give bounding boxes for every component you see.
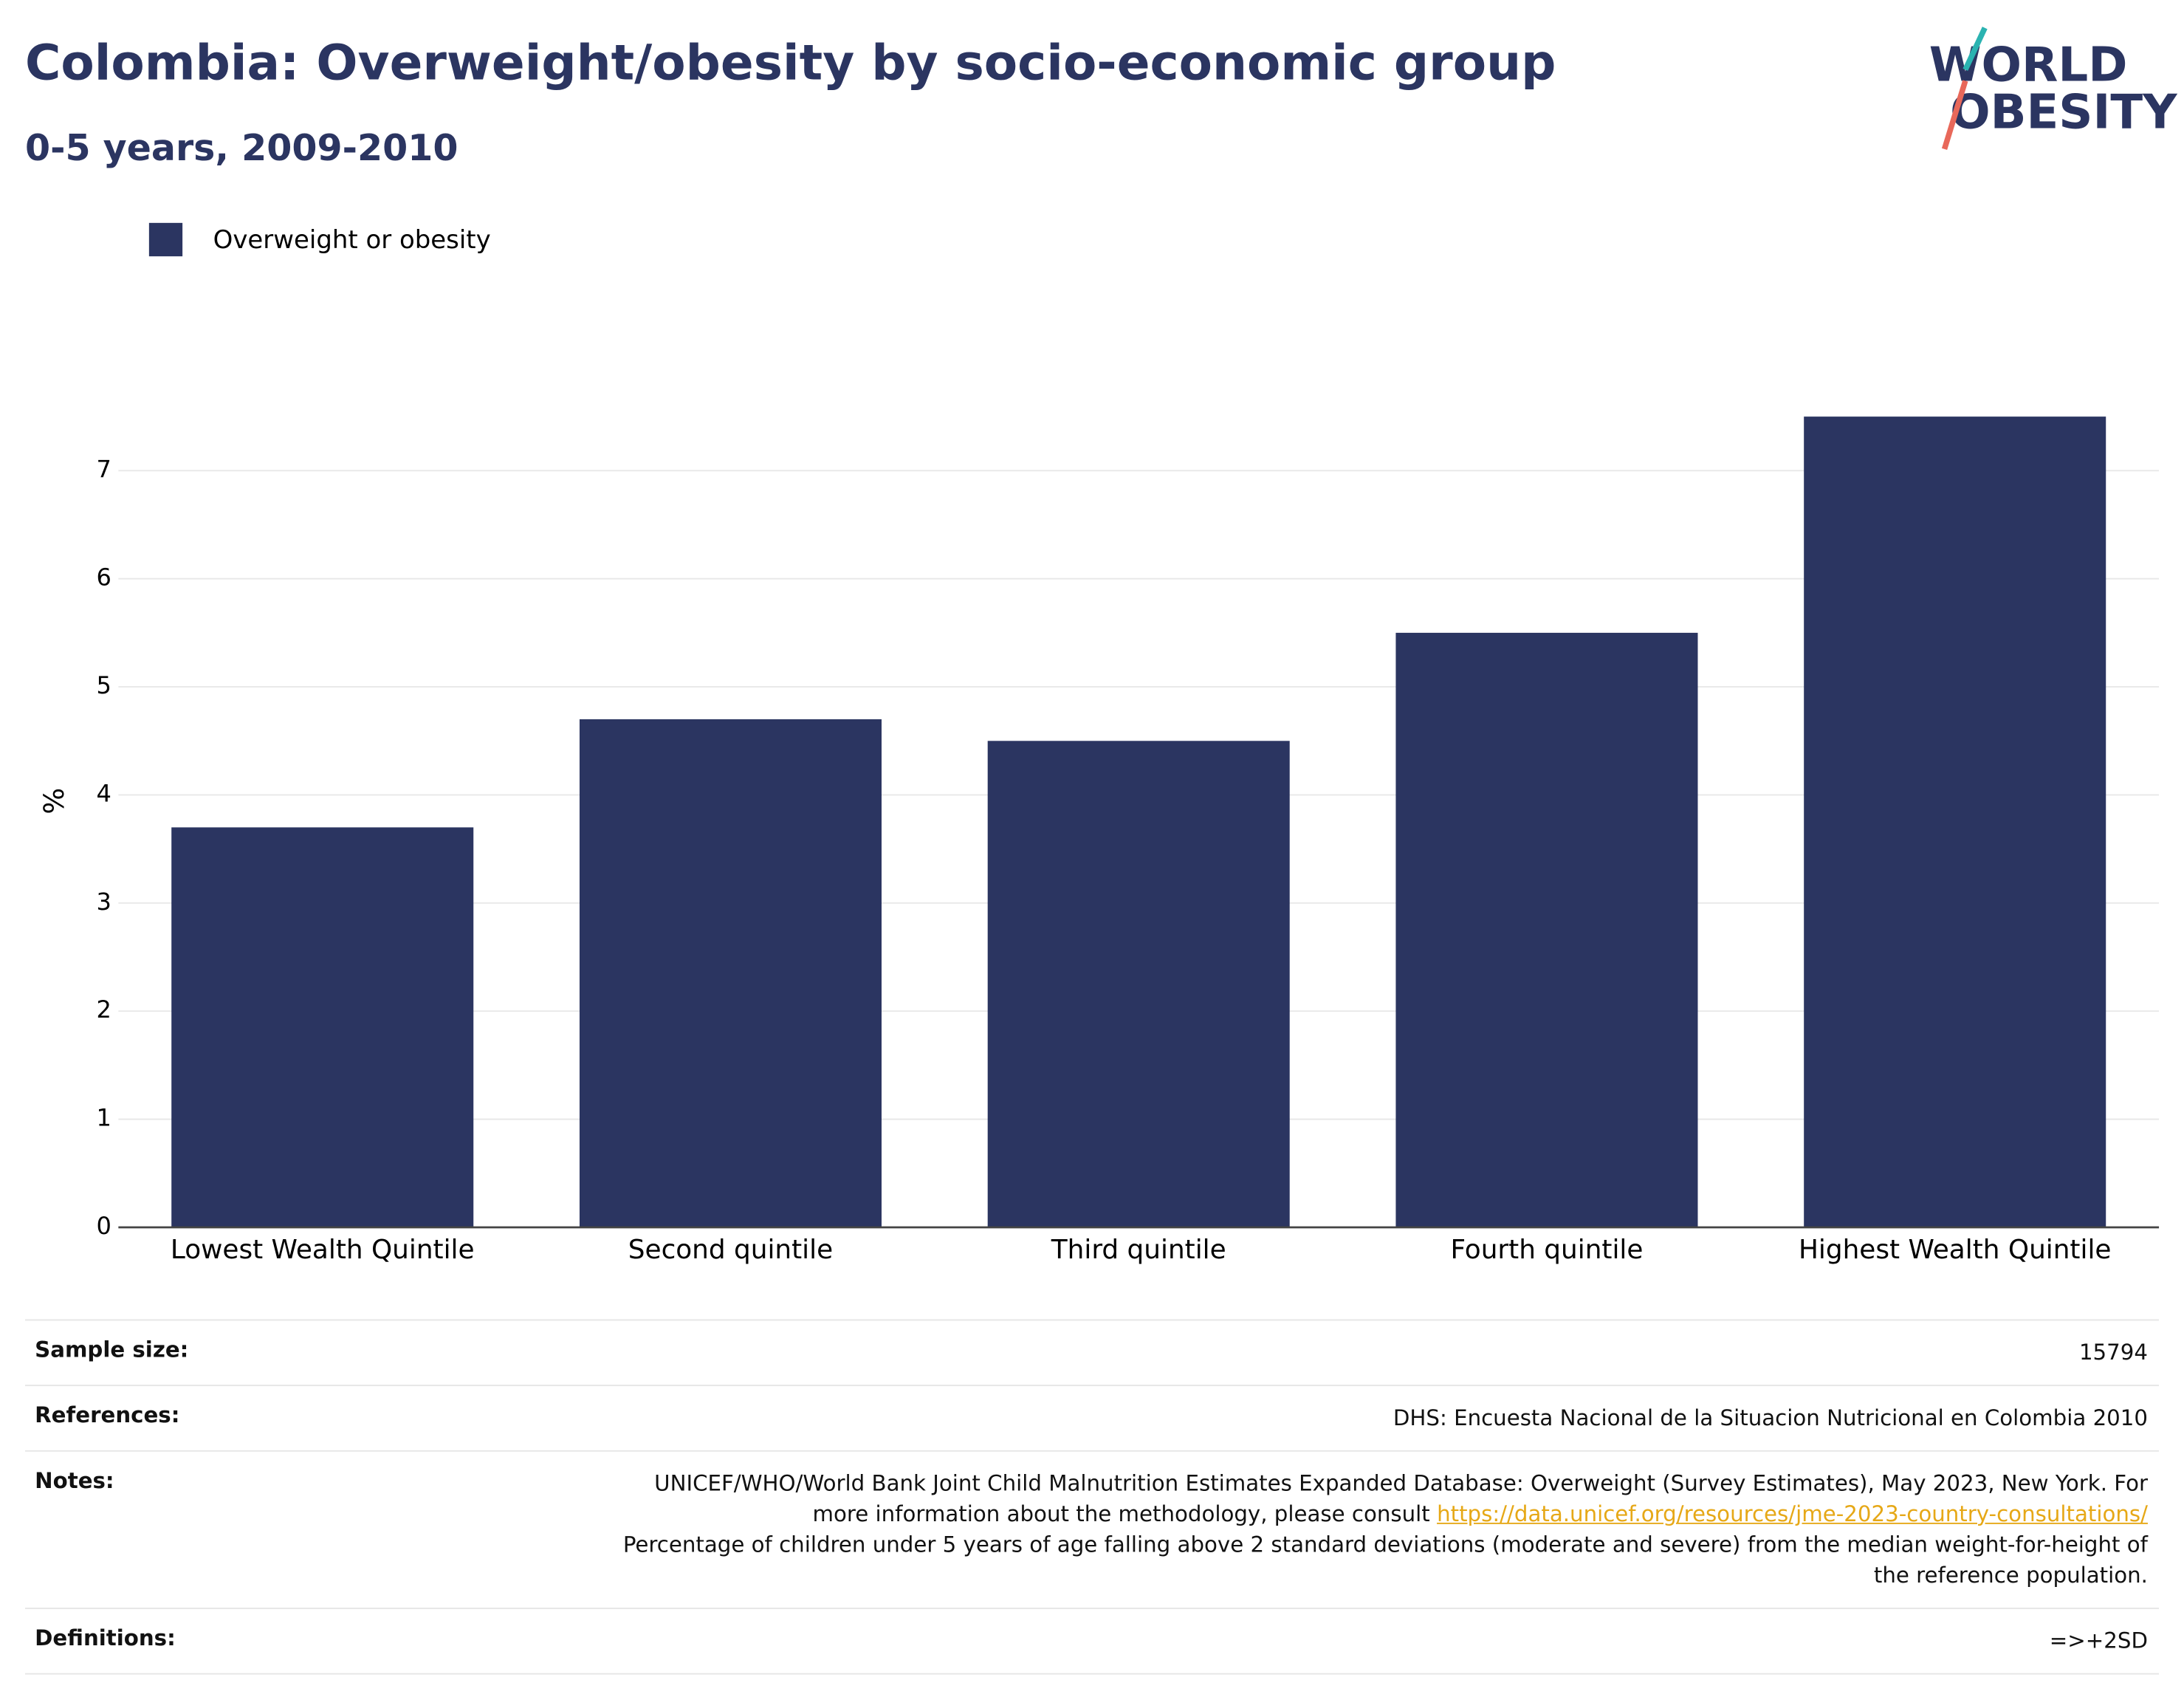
note-text: Percentage of children under 5 years of … (622, 1532, 2148, 1588)
y-tick-label: 0 (97, 1212, 111, 1240)
y-tick-label: 2 (97, 995, 111, 1024)
row-label: Notes: (35, 1468, 114, 1494)
bar (171, 827, 474, 1228)
row-label: Sample size: (35, 1337, 189, 1362)
legend-swatch (148, 222, 183, 257)
footer-row: Definitions: =>+2SD (24, 1608, 2160, 1675)
footer-row: References: DHS: Encuesta Nacional de la … (24, 1385, 2160, 1450)
row-value: 15794 (2078, 1340, 2148, 1365)
row-value: DHS: Encuesta Nacional de la Situacion N… (1393, 1405, 2148, 1431)
y-tick-label: 7 (97, 455, 111, 483)
link[interactable]: https://data.unicef.org/resources/jme-20… (1437, 1501, 2148, 1527)
footer-row: Sample size: 15794 (24, 1319, 2160, 1385)
bar (987, 741, 1290, 1228)
note-text: UNICEF/WHO/World Bank Joint Child Malnut… (654, 1471, 2148, 1527)
bar (1395, 632, 1698, 1228)
x-tick-label: Highest Wealth Quintile (1799, 1235, 2111, 1265)
x-tick-label: Third quintile (1051, 1235, 1226, 1265)
row-value: UNICEF/WHO/World Bank Joint Child Malnut… (602, 1468, 2148, 1591)
footer-table: Sample size: 15794 References: DHS: Encuest… (24, 1319, 2160, 1675)
logo-text: OBESITY (1950, 85, 2178, 140)
x-tick-label: Lowest Wealth Quintile (171, 1235, 475, 1265)
logo-slash (1962, 27, 1988, 71)
row-value: =>+2SD (2049, 1628, 2148, 1654)
legend-label: Overweight or obesity (213, 225, 491, 255)
row-label: References: (35, 1402, 180, 1428)
x-tick-label: Second quintile (628, 1235, 833, 1265)
footer-row: Notes: UNICEF/WHO/World Bank Joint Child … (24, 1450, 2160, 1608)
bar (579, 719, 882, 1228)
x-tick-label: Fourth quintile (1450, 1235, 1643, 1265)
y-tick-label: 3 (97, 888, 111, 916)
y-tick-label: 6 (97, 563, 111, 592)
chart-subtitle: 0-5 years, 2009-2010 (24, 128, 459, 171)
y-tick-label: 1 (97, 1104, 111, 1132)
row-label: Definitions: (35, 1625, 176, 1651)
y-axis-label: % (38, 788, 70, 815)
y-tick-label: 5 (97, 671, 111, 699)
logo-slash (1941, 80, 1968, 150)
y-tick-label: 4 (97, 779, 111, 807)
chart-title: Colombia: Overweight/obesity by socio-ec… (24, 36, 1556, 92)
bar (1804, 416, 2106, 1228)
